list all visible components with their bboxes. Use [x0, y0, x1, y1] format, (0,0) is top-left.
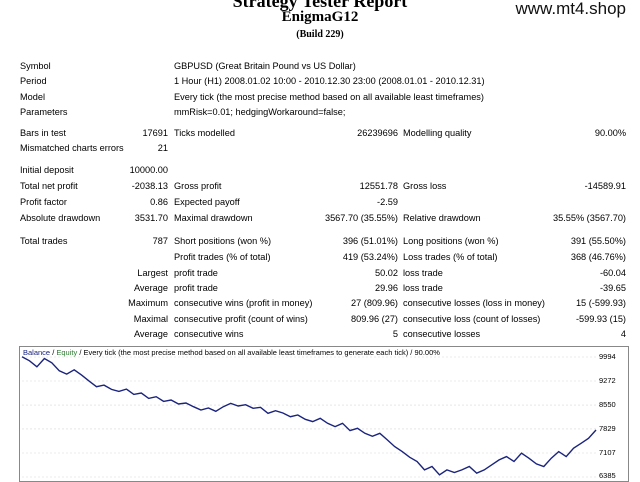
trades-value: 787	[152, 236, 168, 246]
netprofit-label: Total net profit	[20, 181, 78, 191]
mprofit-label: consecutive profit (count of wins)	[174, 314, 308, 324]
expert-name: EnigmaG12	[281, 9, 359, 25]
long-value: 391 (55.50%)	[570, 236, 626, 246]
mismatch-label: Mismatched charts errors	[20, 143, 124, 153]
short-value: 396 (51.01%)	[342, 236, 398, 246]
report-title: Strategy Tester Report	[232, 0, 408, 11]
y-tick-label: 7107	[599, 448, 616, 457]
maxloss-label: consecutive losses (loss in money)	[403, 298, 545, 308]
legend-separator: /	[50, 348, 57, 357]
quality-value: 90.00%	[594, 128, 626, 138]
legend-description: / Every tick (the most precise method ba…	[77, 348, 440, 357]
deposit-value: 10000.00	[129, 165, 168, 175]
legend-balance: Balance	[23, 348, 51, 357]
bars-value: 17691	[142, 128, 168, 138]
ticks-value: 26239696	[357, 128, 398, 138]
mprofit-value: 809.96 (27)	[351, 314, 398, 324]
average-lt-label: loss trade	[403, 283, 443, 293]
mloss-value: -599.93 (15)	[575, 314, 626, 324]
largest-pt-value: 50.02	[375, 268, 398, 278]
pf-value: 0.86	[150, 197, 168, 207]
maxdd-label: Maximal drawdown	[174, 213, 253, 223]
payoff-label: Expected payoff	[174, 197, 240, 207]
maxloss-value: 15 (-599.93)	[575, 298, 626, 308]
avgwins-label: consecutive wins	[174, 329, 244, 339]
deposit-label: Initial deposit	[20, 165, 74, 175]
maximal-label: Maximal	[133, 314, 168, 324]
parameters-label: Parameters	[20, 107, 68, 117]
y-tick-label: 8550	[599, 400, 616, 409]
average-lt-value: -39.65	[599, 283, 626, 293]
largest-lt-value: -60.04	[599, 268, 626, 278]
y-tick-label: 6385	[599, 471, 616, 480]
quality-label: Modelling quality	[403, 128, 472, 138]
mloss-label: consecutive loss (count of losses)	[403, 314, 541, 324]
average-pt-label: profit trade	[174, 283, 218, 293]
netprofit-value: -2038.13	[131, 181, 168, 191]
maxwins-value: 27 (809.96)	[351, 298, 398, 308]
balance-chart: Balance / Equity / Every tick (the most …	[19, 346, 629, 482]
ptrades-label: Profit trades (% of total)	[174, 252, 271, 262]
balance-line	[21, 356, 597, 476]
ltrades-label: Loss trades (% of total)	[403, 252, 498, 262]
short-label: Short positions (won %)	[174, 236, 272, 246]
grossprofit-label: Gross profit	[174, 181, 222, 191]
largest-lt-label: loss trade	[403, 268, 443, 278]
maxwins-label: consecutive wins (profit in money)	[174, 298, 313, 308]
period-value: 1 Hour (H1) 2008.01.02 10:00 - 2010.12.3…	[174, 76, 485, 86]
maximum-label: Maximum	[128, 298, 168, 308]
average-pt-value: 29.96	[375, 283, 398, 293]
y-tick-label: 9272	[599, 376, 616, 385]
long-label: Long positions (won %)	[403, 236, 499, 246]
build-number: (Build 229)	[296, 29, 344, 40]
payoff-value: -2.59	[377, 197, 398, 207]
symbol-label: Symbol	[20, 61, 51, 71]
chart-legend: Balance / Equity / Every tick (the most …	[23, 348, 440, 357]
model-value: Every tick (the most precise method base…	[174, 92, 484, 102]
ltrades-value: 368 (46.76%)	[570, 252, 626, 262]
period-label: Period	[20, 76, 47, 86]
ptrades-value: 419 (53.24%)	[342, 252, 398, 262]
avgwins-value: 5	[392, 329, 398, 339]
legend-equity: Equity	[56, 348, 78, 357]
pf-label: Profit factor	[20, 197, 67, 207]
largest-label: Largest	[137, 268, 168, 278]
reldd-label: Relative drawdown	[403, 213, 481, 223]
watermark: www.mt4.shop	[515, 0, 626, 18]
grossloss-value: -14589.91	[584, 181, 626, 191]
average-label: Average	[133, 283, 168, 293]
balance-chart-svg	[21, 356, 597, 478]
grossprofit-value: 12551.78	[359, 181, 398, 191]
reldd-value: 35.55% (3567.70)	[552, 213, 626, 223]
ticks-label: Ticks modelled	[174, 128, 235, 138]
parameters-value: mmRisk=0.01; hedgingWorkaround=false;	[174, 107, 346, 117]
grossloss-label: Gross loss	[403, 181, 447, 191]
maxdd-value: 3567.70 (35.55%)	[324, 213, 398, 223]
y-tick-label: 9994	[599, 352, 616, 361]
avglosses-value: 4	[620, 329, 626, 339]
mismatch-value: 21	[157, 143, 168, 153]
trades-label: Total trades	[20, 236, 68, 246]
model-label: Model	[20, 92, 46, 102]
absdd-value: 3531.70	[134, 213, 168, 223]
avglosses-label: consecutive losses	[403, 329, 481, 339]
average2-label: Average	[133, 329, 168, 339]
absdd-label: Absolute drawdown	[20, 213, 101, 223]
symbol-value: GBPUSD (Great Britain Pound vs US Dollar…	[174, 61, 356, 71]
largest-pt-label: profit trade	[174, 268, 218, 278]
bars-label: Bars in test	[20, 128, 66, 138]
y-tick-label: 7829	[599, 424, 616, 433]
